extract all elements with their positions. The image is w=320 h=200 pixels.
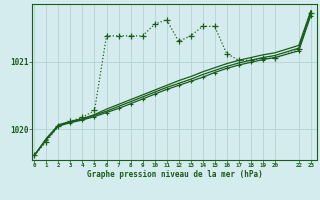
X-axis label: Graphe pression niveau de la mer (hPa): Graphe pression niveau de la mer (hPa) [86,170,262,179]
